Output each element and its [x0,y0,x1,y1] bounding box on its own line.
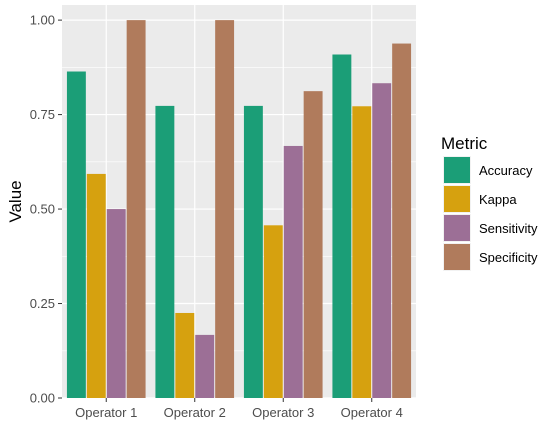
bar-kappa-operator-3 [263,225,283,398]
y-tick-label: 0.00 [30,391,55,406]
x-tick-label: Operator 1 [75,405,137,420]
legend-label-sensitivity: Sensitivity [479,221,538,236]
y-tick-label: 0.25 [30,296,55,311]
bar-accuracy-operator-2 [155,105,175,398]
y-tick-label: 0.50 [30,202,55,217]
bar-specificity-operator-2 [215,20,235,398]
legend-label-accuracy: Accuracy [479,163,533,178]
bar-sensitivity-operator-2 [195,334,215,398]
legend: Metric Accuracy Kappa Sensitivity Specifici… [441,134,538,271]
bar-accuracy-operator-1 [66,71,86,398]
bar-kappa-operator-1 [86,173,106,398]
bar-accuracy-operator-3 [243,105,263,398]
y-axis-title: Value [6,180,25,222]
bar-specificity-operator-1 [126,20,146,398]
bar-specificity-operator-4 [392,43,412,399]
legend-swatch-specificity [444,244,470,270]
bar-accuracy-operator-4 [332,54,352,399]
legend-label-kappa: Kappa [479,192,517,207]
bar-kappa-operator-2 [175,312,195,398]
x-tick-label: Operator 3 [252,405,314,420]
y-tick-label: 1.00 [30,13,55,28]
legend-label-specificity: Specificity [479,250,538,265]
legend-swatch-accuracy [444,157,470,183]
y-tick-label: 0.75 [30,107,55,122]
bar-kappa-operator-4 [352,106,372,399]
legend-title: Metric [441,134,488,153]
bar-sensitivity-operator-3 [283,145,303,398]
x-tick-label: Operator 4 [341,405,403,420]
x-tick-label: Operator 2 [164,405,226,420]
bar-sensitivity-operator-4 [372,83,392,399]
bar-specificity-operator-3 [303,91,323,399]
bar-sensitivity-operator-1 [106,209,126,398]
legend-swatch-sensitivity [444,215,470,241]
legend-swatch-kappa [444,186,470,212]
